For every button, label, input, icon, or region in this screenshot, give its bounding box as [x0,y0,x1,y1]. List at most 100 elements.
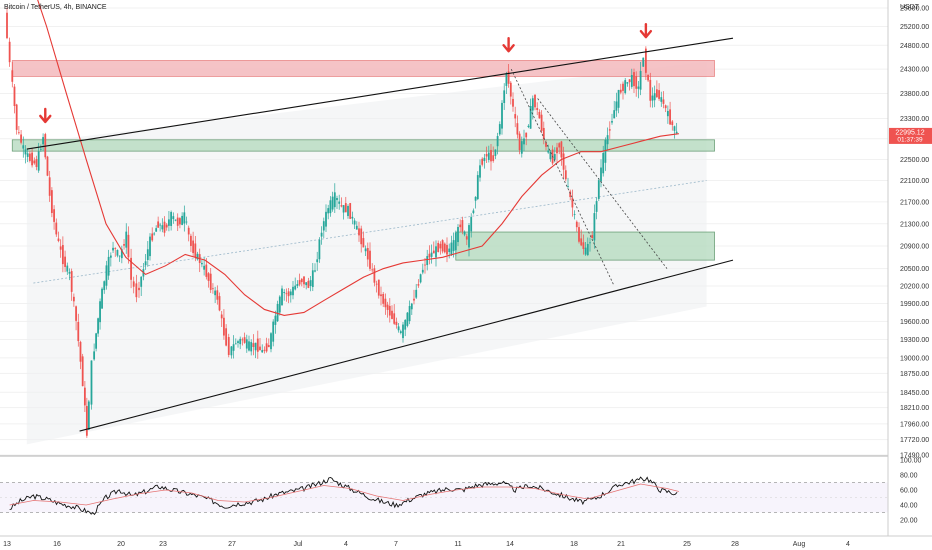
candle-body-278 [619,89,622,93]
time-axis[interactable]: 13 16 20 23 27 Jul 4 7 11 14 18 21 25 28 Aug 4 [3,541,850,548]
candle-262 [584,241,587,256]
candle-9 [26,149,29,163]
candle-body-50 [116,249,119,256]
candle-body-38 [90,360,93,405]
candle-body-138 [311,270,314,288]
candle-body-6 [20,134,22,143]
candle-body-107 [243,337,246,343]
candle-body-145 [327,208,330,214]
candle-142 [320,226,323,245]
candle-body-251 [560,141,563,158]
candle-body-99 [225,328,228,346]
candle-31 [75,305,77,331]
candle-body-155 [349,203,352,219]
candle-body-227 [507,71,510,84]
arrow-head-0 [39,114,52,124]
candle-135 [305,282,308,290]
candle-body-140 [316,259,319,263]
candle-60 [140,276,143,296]
candle-body-108 [245,339,248,349]
candle-body-90 [205,264,208,277]
candle-body-161 [362,238,365,248]
candle-158 [355,221,358,230]
price-tick-label-0: 25600.00 [900,6,929,13]
candle-252 [562,146,565,179]
candle-body-286 [637,86,640,89]
candle-215 [481,157,484,167]
candle-32 [77,313,80,347]
price-tick-label-7: 22500.00 [900,157,929,164]
resistance-zone[interactable] [11,60,715,77]
candle-194 [435,240,437,267]
candle-48 [112,241,114,253]
candle-149 [336,195,338,210]
candle-181 [406,311,409,328]
candle-155 [349,202,352,220]
candle-body-154 [347,206,349,216]
candle-body-75 [172,216,175,220]
candle-body-269 [600,167,602,182]
price-tick-label-10: 21300.00 [900,221,929,228]
arrow-head-2 [639,29,653,39]
candle-254 [567,177,569,189]
candle-body-214 [479,165,481,178]
candle-148 [333,183,336,213]
candle-40 [95,332,97,352]
candle-body-266 [593,213,596,241]
candle-184 [413,289,415,305]
candle-body-159 [358,228,360,236]
candle-19 [48,170,51,202]
candle-body-148 [333,192,336,208]
candle-109 [248,335,250,352]
price-tick-label-13: 20200.00 [900,283,929,290]
candle-body-44 [103,281,106,291]
candle-body-217 [485,154,488,157]
candle-234 [523,129,525,152]
candle-123 [278,295,281,316]
price-tick-label-22: 17720.00 [900,437,929,444]
price-axis-unit: USDT [900,4,920,11]
candle-body-212 [474,196,477,201]
candle-body-199 [446,244,448,255]
candle-174 [391,305,393,320]
candle-body-165 [371,269,374,271]
rsi-pane[interactable] [0,476,888,516]
candle-body-89 [203,265,206,270]
trendline-descending-dotted-2[interactable] [510,68,615,287]
candle-body-270 [602,152,605,174]
trendline-lower-channel-1[interactable] [79,259,734,432]
candle-body-136 [307,280,310,288]
candle-body-296 [660,97,663,102]
candle-94 [214,286,217,303]
candle-97 [220,310,223,328]
arrow-head-1 [502,44,515,53]
candle-body-215 [481,158,484,165]
candle-276 [615,92,618,117]
support-zone-1[interactable] [455,231,715,261]
candle-body-85 [194,243,197,258]
candle-body-110 [250,342,253,352]
candle-39 [93,343,96,361]
candle-294 [655,80,658,98]
candle-68 [157,216,160,228]
time-tick-label-4: 27 [228,541,236,548]
candle-body-290 [647,74,649,81]
candle-99 [225,324,228,347]
candle-71 [163,216,166,237]
candle-body-26 [64,256,66,267]
candle-217 [485,146,488,163]
candle-52 [120,245,123,264]
candle-body-297 [662,99,665,104]
trendline-upper-channel-0[interactable] [26,37,734,150]
candle-body-32 [77,321,80,342]
candle-body-225 [503,90,506,104]
candle-222 [496,132,499,155]
candle-layer [6,7,678,438]
candle-body-280 [624,80,627,94]
support-zone-0[interactable] [11,139,715,152]
candle-body-253 [564,170,567,180]
candle-274 [611,113,613,125]
candle-body-289 [644,48,647,73]
candle-body-194 [435,246,437,258]
candle-body-219 [490,149,492,162]
